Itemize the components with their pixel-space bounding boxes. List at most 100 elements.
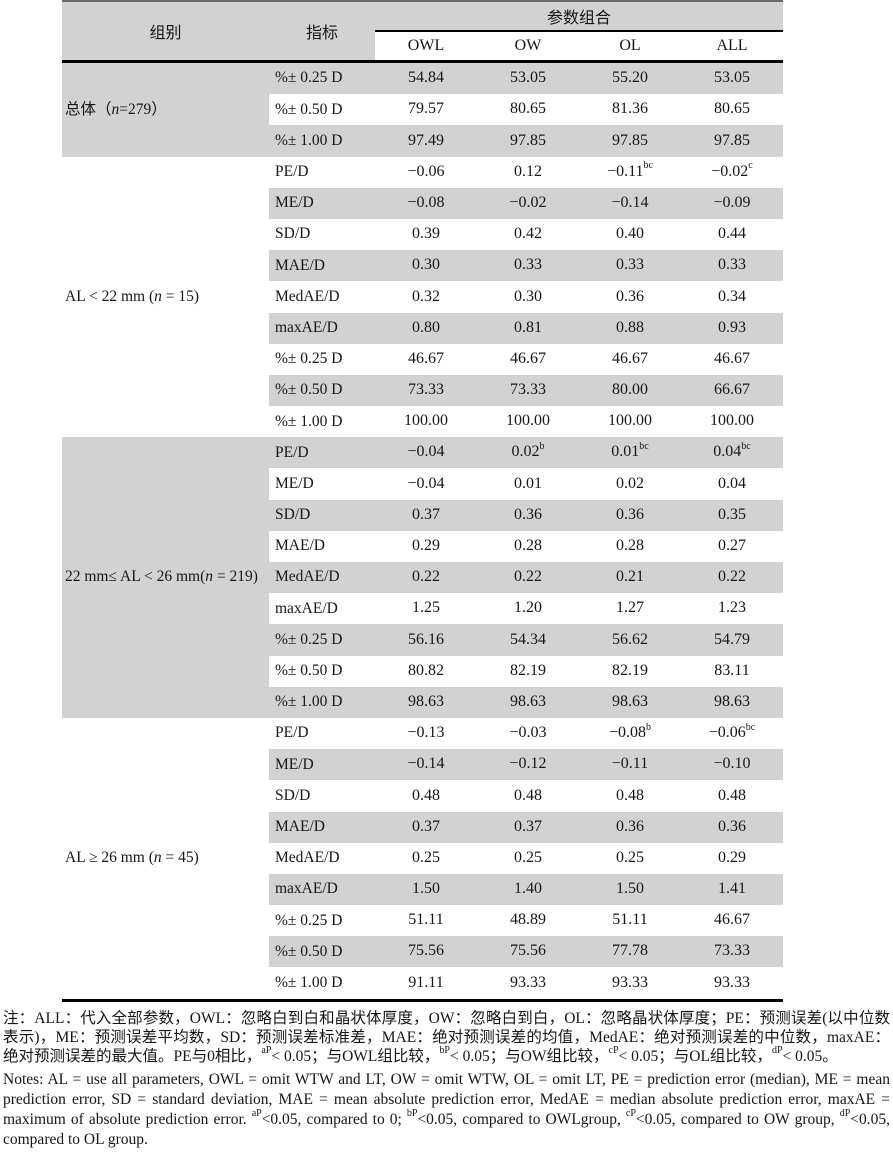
indicator-cell: SD/D	[269, 780, 375, 812]
value-cell: 73.33	[477, 374, 579, 407]
value-cell: 0.36	[579, 499, 681, 531]
value-cell: 51.11	[579, 905, 681, 937]
table-row: SD/D 0.39 0.42 0.40 0.44	[62, 218, 784, 251]
indicator-cell: ME/D	[269, 468, 375, 500]
header-col-all: ALL	[681, 31, 784, 62]
value-cell: 82.19	[477, 655, 579, 687]
value-cell: 0.29	[681, 842, 784, 874]
value-cell: 0.29	[375, 530, 477, 562]
value-cell: 0.80	[375, 312, 477, 344]
value-cell: −0.14	[375, 749, 477, 781]
note-english: Notes: AL = use all parameters, OWL = om…	[3, 1070, 890, 1148]
group-label-cell: AL < 22 mm (n = 15)	[62, 156, 269, 438]
value-cell: 97.85	[681, 125, 784, 157]
value-cell: 1.40	[477, 873, 579, 906]
indicator-cell: %± 1.00 D	[269, 967, 375, 1001]
value-cell: 0.36	[579, 281, 681, 313]
value-cell: −0.08b	[579, 717, 681, 750]
table-row: MedAE/D 0.32 0.30 0.36 0.34	[62, 281, 784, 313]
value-cell: 0.01bc	[579, 437, 681, 469]
value-cell: 73.33	[681, 936, 784, 968]
value-cell: 56.62	[579, 624, 681, 656]
indicator-cell: SD/D	[269, 218, 375, 251]
value-cell: 1.23	[681, 593, 784, 625]
table-row: SD/D 0.48 0.48 0.48 0.48	[62, 780, 784, 812]
value-cell: 80.65	[681, 94, 784, 126]
table-row: 22 mm≤ AL < 26 mm(n = 219) PE/D −0.04 0.02b…	[62, 437, 784, 718]
value-cell: 0.02	[579, 468, 681, 500]
value-cell: 48.89	[477, 905, 579, 937]
value-cell: 0.40	[579, 218, 681, 251]
value-cell: −0.11bc	[579, 156, 681, 188]
notes-section: 注：ALL：代入全部参数，OWL：忽略白到白和晶状体厚度，OW：忽略白到白，OL…	[3, 1009, 890, 1150]
value-cell: 0.33	[681, 250, 784, 282]
value-cell: 46.67	[579, 343, 681, 375]
group-label-cell: 总体（n=279）	[62, 61, 269, 157]
indicator-cell: ME/D	[269, 187, 375, 219]
value-cell: −0.12	[477, 749, 579, 781]
table-row: %± 0.50 D 80.82 82.19 82.19 83.11	[62, 655, 784, 687]
indicator-cell: MedAE/D	[269, 281, 375, 313]
indicator-cell: ME/D	[269, 749, 375, 781]
value-cell: 0.37	[375, 811, 477, 843]
value-cell: 1.25	[375, 593, 477, 625]
value-cell: 0.22	[681, 562, 784, 594]
value-cell: 97.85	[579, 125, 681, 157]
value-cell: 93.33	[681, 967, 784, 1001]
value-cell: 98.63	[477, 686, 579, 718]
table-body: 总体（n=279） %± 0.25 D 54.84 53.05 55.20 53.05 %±…	[62, 61, 784, 1001]
value-cell: 0.36	[681, 811, 784, 843]
value-cell: −0.13	[375, 717, 477, 750]
value-cell: 0.28	[579, 530, 681, 562]
value-cell: 0.02b	[477, 437, 579, 469]
table-row: %± 1.00 D 91.11 93.33 93.33 93.33	[62, 967, 784, 1001]
value-cell: 0.37	[477, 811, 579, 843]
value-cell: 0.34	[681, 281, 784, 313]
table-row: %± 1.00 D 97.49 97.85 97.85 97.85	[62, 125, 784, 157]
value-cell: 0.36	[477, 499, 579, 531]
table-row: 总体（n=279） %± 0.25 D 54.84 53.05 55.20 53.05	[62, 61, 784, 157]
table-row: ME/D −0.08 −0.02 −0.14 −0.09	[62, 187, 784, 219]
value-cell: 0.33	[579, 250, 681, 282]
value-cell: 0.12	[477, 156, 579, 188]
value-cell: 0.44	[681, 218, 784, 251]
indicator-cell: %± 1.00 D	[269, 125, 375, 157]
value-cell: 55.20	[579, 61, 681, 95]
indicator-cell: %± 0.25 D	[269, 905, 375, 937]
indicator-cell: %± 0.25 D	[269, 61, 375, 95]
table-row: SD/D 0.37 0.36 0.36 0.35	[62, 499, 784, 531]
value-cell: 97.85	[477, 125, 579, 157]
value-cell: 0.25	[579, 842, 681, 874]
value-cell: 0.25	[375, 842, 477, 874]
value-cell: 0.36	[579, 811, 681, 843]
indicator-cell: PE/D	[269, 156, 375, 188]
value-cell: 0.28	[477, 530, 579, 562]
table-row: AL ≥ 26 mm (n = 45) PE/D −0.13 −0.03 −0.08b −…	[62, 717, 784, 1001]
value-cell: 0.04bc	[681, 437, 784, 469]
note-chinese: 注：ALL：代入全部参数，OWL：忽略白到白和晶状体厚度，OW：忽略白到白，OL…	[3, 1009, 890, 1065]
table-row: %± 0.50 D 79.57 80.65 81.36 80.65	[62, 94, 784, 126]
value-cell: 75.56	[375, 936, 477, 968]
value-cell: 93.33	[477, 967, 579, 1001]
value-cell: −0.04	[375, 437, 477, 469]
value-cell: 75.56	[477, 936, 579, 968]
value-cell: 0.37	[375, 499, 477, 531]
table-row: %± 1.00 D 100.00 100.00 100.00 100.00	[62, 406, 784, 438]
table-row: %± 1.00 D 98.63 98.63 98.63 98.63	[62, 686, 784, 718]
value-cell: −0.03	[477, 717, 579, 750]
value-cell: 0.48	[477, 780, 579, 812]
value-cell: −0.14	[579, 187, 681, 219]
value-cell: 0.88	[579, 312, 681, 344]
table-row: %± 0.25 D 51.11 48.89 51.11 46.67	[62, 905, 784, 937]
value-cell: 0.42	[477, 218, 579, 251]
value-cell: 0.27	[681, 530, 784, 562]
indicator-cell: MAE/D	[269, 530, 375, 562]
value-cell: −0.11	[579, 749, 681, 781]
table-row: maxAE/D 1.25 1.20 1.27 1.23	[62, 593, 784, 625]
indicator-cell: %± 0.50 D	[269, 936, 375, 968]
value-cell: −0.02c	[681, 156, 784, 188]
value-cell: 53.05	[477, 61, 579, 95]
value-cell: −0.02	[477, 187, 579, 219]
value-cell: 98.63	[681, 686, 784, 718]
